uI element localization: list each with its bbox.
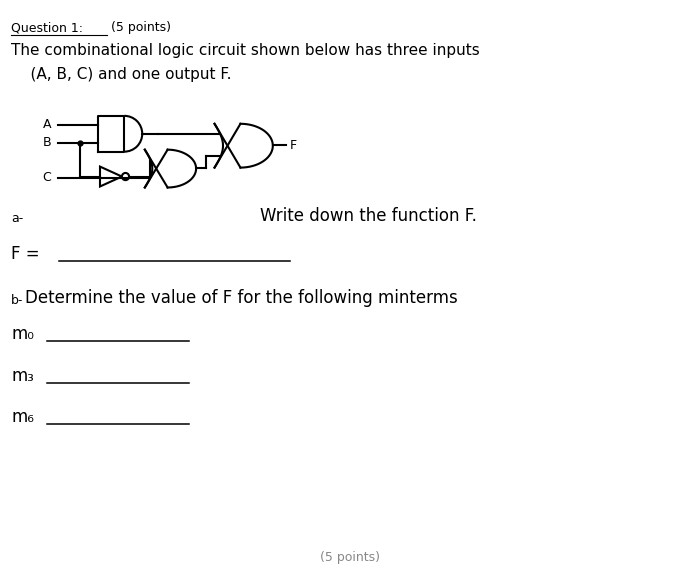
Text: B: B	[43, 136, 51, 149]
Text: F =: F =	[11, 245, 40, 263]
Text: (A, B, C) and one output F.: (A, B, C) and one output F.	[11, 67, 232, 82]
Text: Determine the value of F for the following minterms: Determine the value of F for the followi…	[25, 289, 458, 307]
Text: m₀: m₀	[11, 325, 34, 343]
Text: Write down the function F.: Write down the function F.	[260, 208, 477, 225]
Text: (5 points): (5 points)	[320, 551, 380, 564]
Text: b-: b-	[11, 294, 24, 307]
Text: The combinational logic circuit shown below has three inputs: The combinational logic circuit shown be…	[11, 43, 480, 58]
Text: a-: a-	[11, 212, 24, 225]
Text: Question 1:: Question 1:	[11, 21, 83, 34]
Text: (5 points): (5 points)	[107, 21, 171, 34]
Text: C: C	[43, 171, 51, 185]
Text: m₃: m₃	[11, 366, 34, 385]
Text: F: F	[290, 139, 297, 152]
Text: A: A	[43, 118, 51, 131]
Text: m₆: m₆	[11, 408, 34, 426]
